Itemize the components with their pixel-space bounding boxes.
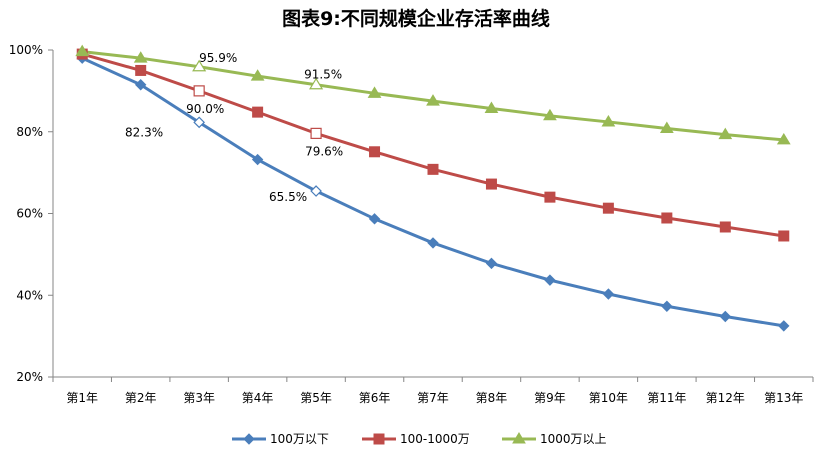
data-label: 79.6%	[305, 144, 343, 158]
data-label: 65.5%	[269, 190, 307, 204]
data-point	[659, 121, 674, 133]
data-point	[367, 86, 382, 98]
data-point	[543, 108, 557, 121]
data-point	[310, 127, 322, 139]
data-point	[250, 69, 265, 81]
x-tick-label: 第11年	[647, 391, 686, 405]
data-point	[602, 288, 615, 300]
data-point	[427, 237, 439, 249]
legend: 100万以下 100-1000万 1000万以上	[232, 432, 607, 446]
x-tick-label: 第8年	[476, 391, 508, 405]
data-point	[427, 163, 439, 175]
legend-label: 100万以下	[270, 432, 329, 446]
data-point	[310, 185, 322, 197]
y-tick-label: 60%	[16, 207, 43, 221]
data-point	[485, 178, 497, 190]
x-tick-label: 第10年	[589, 391, 628, 405]
data-point	[252, 106, 264, 118]
data-point	[544, 191, 556, 203]
data-label: 95.9%	[199, 51, 237, 65]
data-point	[135, 64, 147, 76]
x-tick-label: 第3年	[183, 391, 215, 405]
legend-marker	[512, 432, 526, 444]
data-point	[601, 114, 616, 127]
data-point	[544, 274, 556, 286]
data-point	[602, 202, 614, 214]
series-line	[81, 52, 784, 238]
chart-title: 图表9:不同规模企业存活率曲线	[282, 7, 550, 30]
y-tick-label: 80%	[16, 125, 43, 139]
x-tick-label: 第9年	[534, 391, 566, 405]
x-tick-label: 第5年	[300, 391, 332, 405]
data-point	[134, 79, 147, 91]
data-point	[719, 310, 732, 323]
data-point	[251, 153, 264, 166]
legend-label: 1000万以上	[540, 432, 607, 446]
data-point	[193, 116, 206, 129]
data-point	[718, 127, 733, 140]
data-point	[426, 94, 440, 106]
y-tick-label: 40%	[16, 288, 43, 302]
axes: 20% 40% 60% 80% 100% 第1年 第2年 第3年 第4年 第5年 第6年 第7年 第8年…	[9, 43, 814, 405]
x-tick-label: 第12年	[706, 391, 745, 405]
x-tick-label: 第7年	[417, 391, 449, 405]
legend-marker	[243, 433, 255, 445]
y-tick-label: 100%	[9, 43, 43, 57]
data-point	[776, 132, 791, 145]
data-point	[368, 213, 381, 225]
legend-label: 100-1000万	[400, 432, 470, 446]
data-point	[309, 77, 324, 90]
data-point	[484, 101, 499, 113]
data-point	[778, 320, 790, 332]
y-tick-label: 20%	[16, 370, 43, 384]
data-point	[369, 146, 381, 158]
data-point	[661, 300, 673, 312]
x-tick-label: 第13年	[764, 391, 803, 405]
x-tick-label: 第1年	[66, 391, 98, 405]
data-point	[661, 212, 673, 224]
data-label: 82.3%	[125, 125, 163, 139]
x-tick-label: 第4年	[242, 391, 274, 405]
data-label: 90.0%	[186, 102, 224, 116]
data-label: 91.5%	[304, 68, 342, 82]
data-point	[719, 221, 731, 233]
data-point	[485, 257, 498, 270]
data-point	[192, 59, 207, 72]
x-tick-label: 第6年	[359, 391, 391, 405]
plot-area: 82.3% 65.5% 90.0% 79.6% 95.9% 91.5%	[75, 44, 791, 332]
data-point	[75, 44, 90, 57]
data-point	[133, 51, 148, 63]
data-point	[193, 85, 205, 97]
data-point	[778, 230, 790, 242]
legend-marker	[373, 433, 385, 445]
x-tick-label: 第2年	[125, 391, 157, 405]
